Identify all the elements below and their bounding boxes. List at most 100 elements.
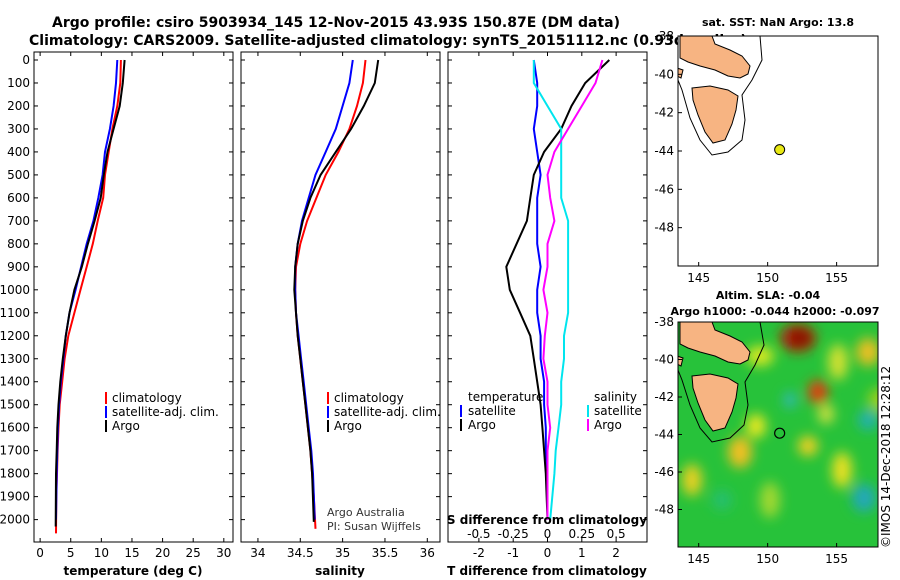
x-tick-label: 145: [687, 552, 710, 566]
legend-temperature-title: temperature: [468, 390, 543, 404]
y-tick-label: -44: [654, 428, 674, 442]
x-tick-label: 150: [756, 552, 779, 566]
y-tick-label: 500: [7, 168, 30, 182]
x-tick-label: -2: [473, 546, 485, 560]
legend-climatology: climatology: [334, 391, 404, 405]
imos-credit: ©IMOS 14-Dec-2018 12:28:12: [879, 366, 893, 548]
tasmania-shape: [691, 85, 739, 144]
top-x-tick-label: -0.25: [498, 527, 529, 541]
difference-xlabel: T difference from climatology: [447, 564, 647, 578]
y-tick-label: 1300: [0, 352, 30, 366]
x-tick-label: 155: [825, 552, 848, 566]
sla-heatmap: [678, 322, 878, 547]
x-tick-label: 25: [186, 546, 201, 560]
legend-t-argo: Argo: [468, 418, 496, 432]
mainland-shape: [679, 36, 751, 79]
series-argo: [293, 59, 380, 522]
salinity-xlabel: salinity: [315, 564, 365, 578]
y-tick-label: 1700: [0, 444, 30, 458]
argo-float-marker: [774, 427, 786, 439]
temperature-panel-frame: [33, 51, 234, 543]
legend-satellite: satellite-adj. clim.: [112, 405, 219, 419]
series-satellite-adj-clim-: [55, 59, 119, 520]
x-tick-label: 35.5: [372, 546, 399, 560]
x-tick-label: 5: [67, 546, 75, 560]
x-tick-label: 155: [825, 271, 848, 285]
mainland-shape: [679, 322, 751, 365]
sla-map-axes: 145 150 155 -38 -40 -42 -44 -46 -48: [654, 315, 848, 566]
y-tick-label: 1200: [0, 329, 30, 343]
salinity-series: [293, 59, 380, 529]
series-s-argo: [542, 59, 604, 520]
credit-line-2: PI: Susan Wijffels: [327, 520, 421, 533]
legend-t-satellite: satellite: [468, 404, 516, 418]
legend-s-satellite: satellite: [594, 404, 642, 418]
x-tick-label: 2: [612, 546, 620, 560]
x-tick-label: 36: [420, 546, 435, 560]
y-tick-label: 1000: [0, 283, 30, 297]
y-tick-label: 0: [22, 53, 30, 67]
series-satellite-adj-clim-: [294, 59, 354, 520]
difference-axes: -2 -1 0 1 2 -0.5 -0.25 0 0.25 0.5: [448, 52, 647, 560]
x-tick-label: -1: [507, 546, 519, 560]
x-tick-label: 10: [94, 546, 109, 560]
y-tick-label: 1100: [0, 306, 30, 320]
x-tick-label: 150: [756, 271, 779, 285]
series-climatology: [55, 59, 122, 534]
legend-satellite: satellite-adj. clim.: [334, 405, 441, 419]
y-tick-label: -38: [654, 29, 674, 43]
x-tick-label: 34.5: [287, 546, 314, 560]
island-shape: [678, 355, 684, 367]
legend-argo: Argo: [334, 419, 362, 433]
series-s-satellite: [532, 60, 570, 520]
y-tick-label: -42: [654, 106, 674, 120]
top-x-tick-label: -0.5: [467, 527, 490, 541]
y-tick-label: 100: [7, 76, 30, 90]
x-tick-label: 0: [544, 546, 552, 560]
y-tick-label: -44: [654, 144, 674, 158]
series-t-argo: [505, 59, 610, 520]
header-line-1: Argo profile: csiro 5903934_145 12-Nov-2…: [52, 15, 620, 31]
temperature-axes: 0100200300400500600700800900100011001200…: [0, 52, 233, 560]
y-tick-label: 300: [7, 122, 30, 136]
y-tick-label: 600: [7, 191, 30, 205]
legend-climatology: climatology: [112, 391, 182, 405]
difference-top-xlabel: S difference from climatology: [447, 513, 647, 527]
x-tick-label: 34: [250, 546, 265, 560]
series-argo: [54, 59, 126, 527]
x-tick-label: 0: [36, 546, 44, 560]
x-tick-label: 1: [578, 546, 586, 560]
difference-series: [505, 59, 610, 520]
y-tick-label: 1600: [0, 421, 30, 435]
y-tick-label: -38: [654, 315, 674, 329]
x-tick-label: 35: [335, 546, 350, 560]
y-tick-label: -42: [654, 390, 674, 404]
x-tick-label: 20: [155, 546, 170, 560]
sla-map-title-1: Altim. SLA: -0.04: [716, 289, 821, 302]
x-tick-label: 30: [216, 546, 231, 560]
island-shape: [678, 67, 684, 79]
top-x-tick-label: 0.5: [607, 527, 626, 541]
y-tick-label: 400: [7, 145, 30, 159]
series-climatology: [294, 59, 367, 529]
y-tick-label: 800: [7, 237, 30, 251]
sst-map-title: sat. SST: NaN Argo: 13.8: [702, 16, 854, 29]
legend-argo: Argo: [112, 419, 140, 433]
y-tick-label: 1900: [0, 490, 30, 504]
temperature-legend: climatology satellite-adj. clim. Argo: [105, 391, 219, 433]
y-tick-label: 700: [7, 214, 30, 228]
temperature-xlabel: temperature (deg C): [64, 564, 203, 578]
sst-map-axes: 145 150 155 -38 -40 -42 -44 -46 -48: [654, 29, 848, 285]
top-x-tick-label: 0.25: [568, 527, 595, 541]
x-tick-label: 15: [124, 546, 139, 560]
series-t-satellite: [532, 59, 549, 520]
y-tick-label: -40: [654, 67, 674, 81]
legend-salinity-title: salinity: [594, 390, 637, 404]
y-tick-label: -48: [654, 221, 674, 235]
y-tick-label: 1500: [0, 398, 30, 412]
y-tick-label: 1400: [0, 375, 30, 389]
top-x-tick-label: 0: [544, 527, 552, 541]
x-tick-label: 145: [687, 271, 710, 285]
argo-float-marker: [774, 144, 786, 156]
